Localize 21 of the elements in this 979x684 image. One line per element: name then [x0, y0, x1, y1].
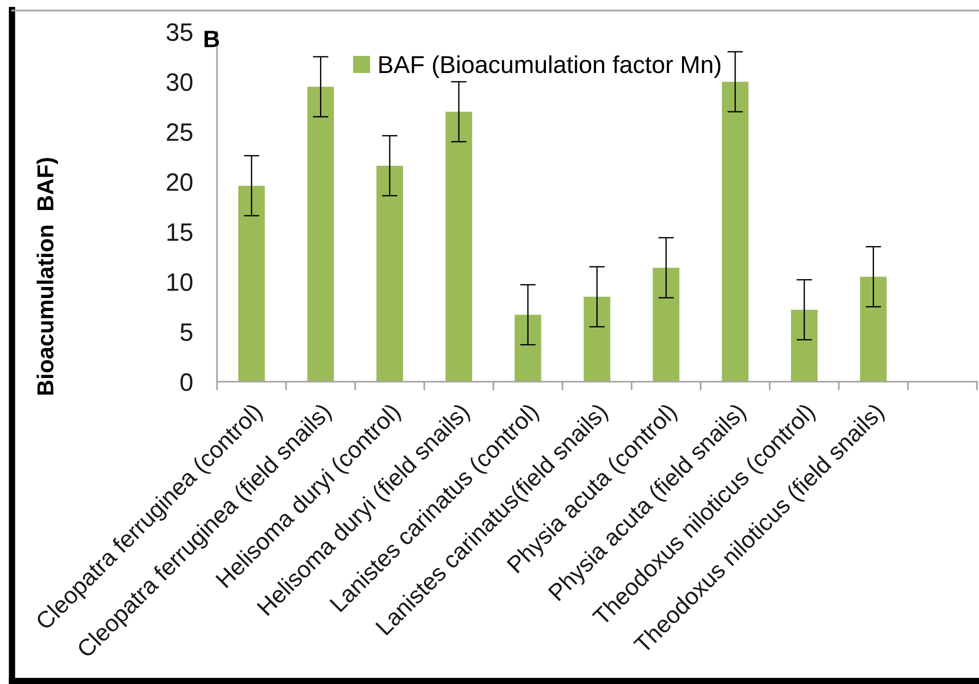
annotation: B [204, 30, 219, 48]
bar [722, 82, 748, 382]
bar [790, 310, 818, 382]
bar [446, 112, 472, 382]
y-tick-label: 10 [167, 273, 192, 292]
y-tick-label: 5 [180, 324, 192, 342]
bar [514, 314, 542, 382]
y-tick-label: 15 [167, 224, 192, 242]
y-tick-label: 20 [166, 173, 192, 192]
bar [238, 186, 265, 382]
bar [652, 268, 680, 382]
y-axis-title: Bioacumulation BAF) [36, 158, 58, 395]
bar [376, 166, 404, 382]
bar [584, 296, 610, 382]
y-tick-label: 35 [166, 23, 192, 42]
bar [860, 276, 887, 382]
legend-label: BAF (Bioacumulation factor Mn) [379, 55, 720, 78]
y-tick-label: 25 [166, 123, 192, 142]
bar [307, 86, 334, 382]
y-tick-label: 0 [180, 373, 192, 392]
y-tick-label: 30 [166, 73, 192, 92]
